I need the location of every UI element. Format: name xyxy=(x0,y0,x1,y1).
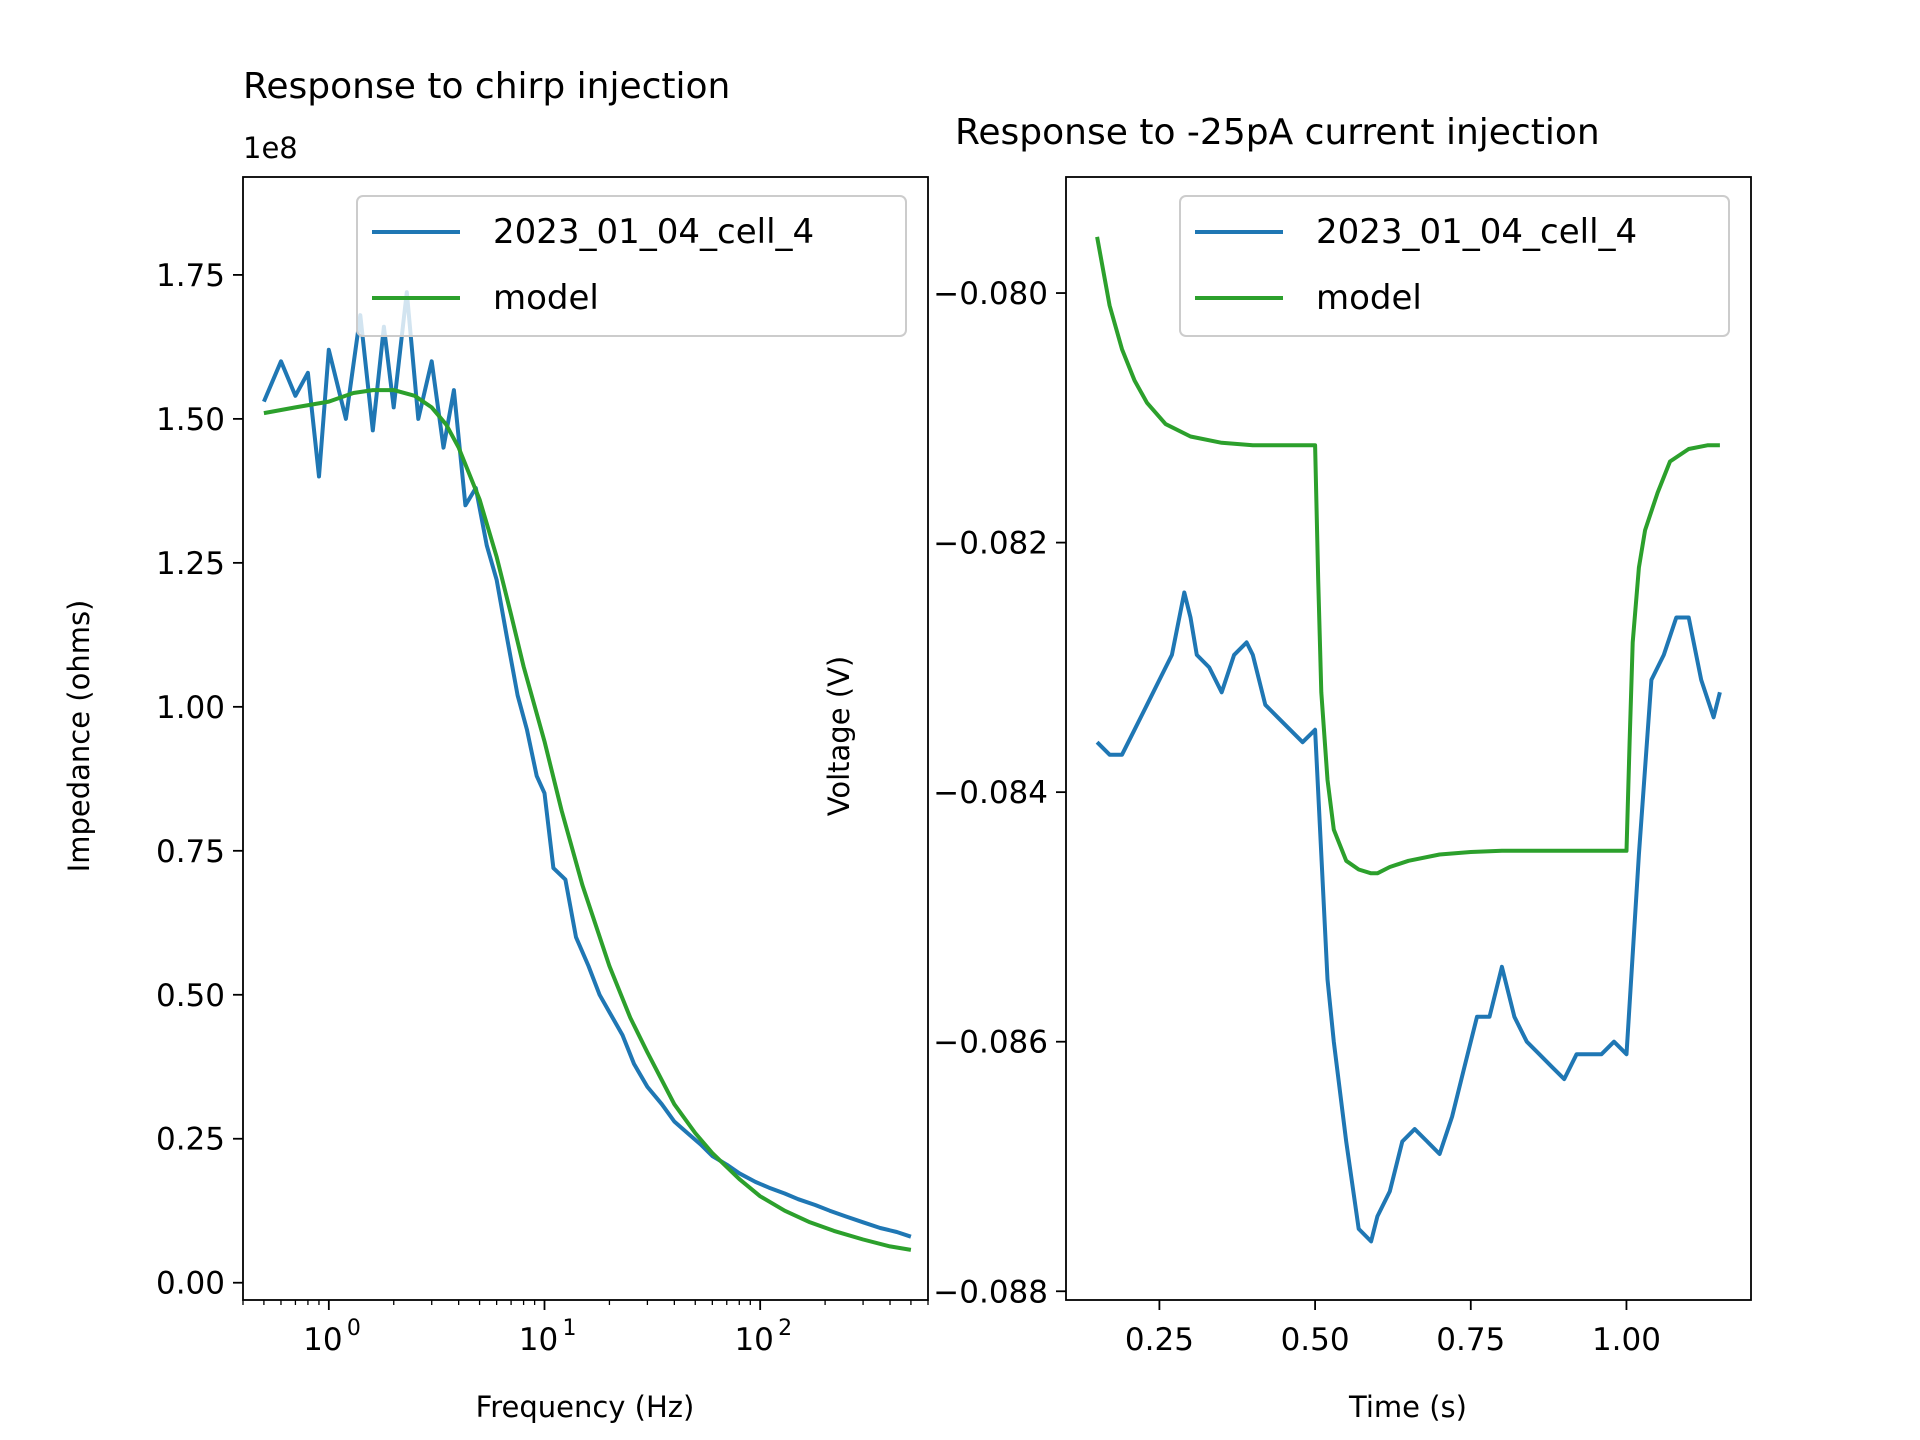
series-line-model xyxy=(263,388,912,1252)
y-tick-label: −0.088 xyxy=(933,1274,1048,1310)
legend-entry-model: model xyxy=(493,278,599,318)
y-tick-label: 0.50 xyxy=(156,978,225,1014)
y-tick-label: 1.50 xyxy=(156,402,225,438)
x-tick-label: 0.25 xyxy=(1125,1322,1194,1358)
y-tick-label: 0.75 xyxy=(156,834,225,870)
chart-title: Response to chirp injection xyxy=(243,66,730,107)
plot-area xyxy=(262,290,912,1252)
y-tick-label: −0.084 xyxy=(933,775,1048,811)
legend-entry-data: 2023_01_04_cell_4 xyxy=(1316,212,1637,252)
chart-chirp: Response to chirp injection 1e8 Frequenc… xyxy=(62,66,929,1424)
plot-area xyxy=(1095,236,1722,1244)
axis-ticks: −0.080 −0.082 −0.084 −0.086 −0.088 0.25 0.50 0.… xyxy=(933,276,1661,1358)
series-line-model xyxy=(1095,236,1720,876)
y-tick-label: 1.75 xyxy=(156,258,225,294)
y-tick-label: −0.086 xyxy=(933,1025,1048,1061)
y-tick-label: 0.00 xyxy=(156,1266,225,1302)
legend-entry-model: model xyxy=(1316,278,1422,318)
legend: 2023_01_04_cell_4 model xyxy=(1179,195,1730,337)
x-tick-exponent: 0 xyxy=(347,1316,361,1341)
chart-title: Response to -25pA current injection xyxy=(955,112,1600,153)
x-tick-exponent: 1 xyxy=(562,1316,576,1341)
legend: 2023_01_04_cell_4 model xyxy=(356,195,907,337)
x-tick-label: 0.50 xyxy=(1281,1322,1350,1358)
y-axis-label: Voltage (V) xyxy=(822,656,856,816)
legend-entry-data: 2023_01_04_cell_4 xyxy=(493,212,814,252)
series-line-data xyxy=(1095,590,1722,1244)
series-line-data xyxy=(262,290,912,1239)
y-tick-label: −0.080 xyxy=(933,276,1048,312)
y-tick-label: −0.082 xyxy=(933,526,1048,562)
y-axis-label: Impedance (ohms) xyxy=(62,600,96,873)
x-tick-label: 0.75 xyxy=(1436,1322,1505,1358)
legend-box xyxy=(356,195,907,337)
x-tick-exponent: 2 xyxy=(778,1316,792,1341)
legend-box xyxy=(1179,195,1730,337)
y-offset-label: 1e8 xyxy=(243,131,298,165)
y-tick-label: 1.00 xyxy=(156,690,225,726)
axes-frame xyxy=(1065,176,1752,1301)
x-axis-label: Frequency (Hz) xyxy=(476,1390,695,1424)
y-tick-label: 0.25 xyxy=(156,1122,225,1158)
x-tick-label: 10 xyxy=(734,1322,773,1358)
axes-frame xyxy=(242,176,929,1301)
x-tick-label: 10 xyxy=(519,1322,558,1358)
y-tick-label: 1.25 xyxy=(156,546,225,582)
x-axis-label: Time (s) xyxy=(1348,1390,1467,1424)
chart-current-injection: Response to -25pA current injection Time… xyxy=(822,112,1752,1424)
x-tick-label: 1.00 xyxy=(1592,1322,1661,1358)
x-tick-label: 10 xyxy=(303,1322,342,1358)
